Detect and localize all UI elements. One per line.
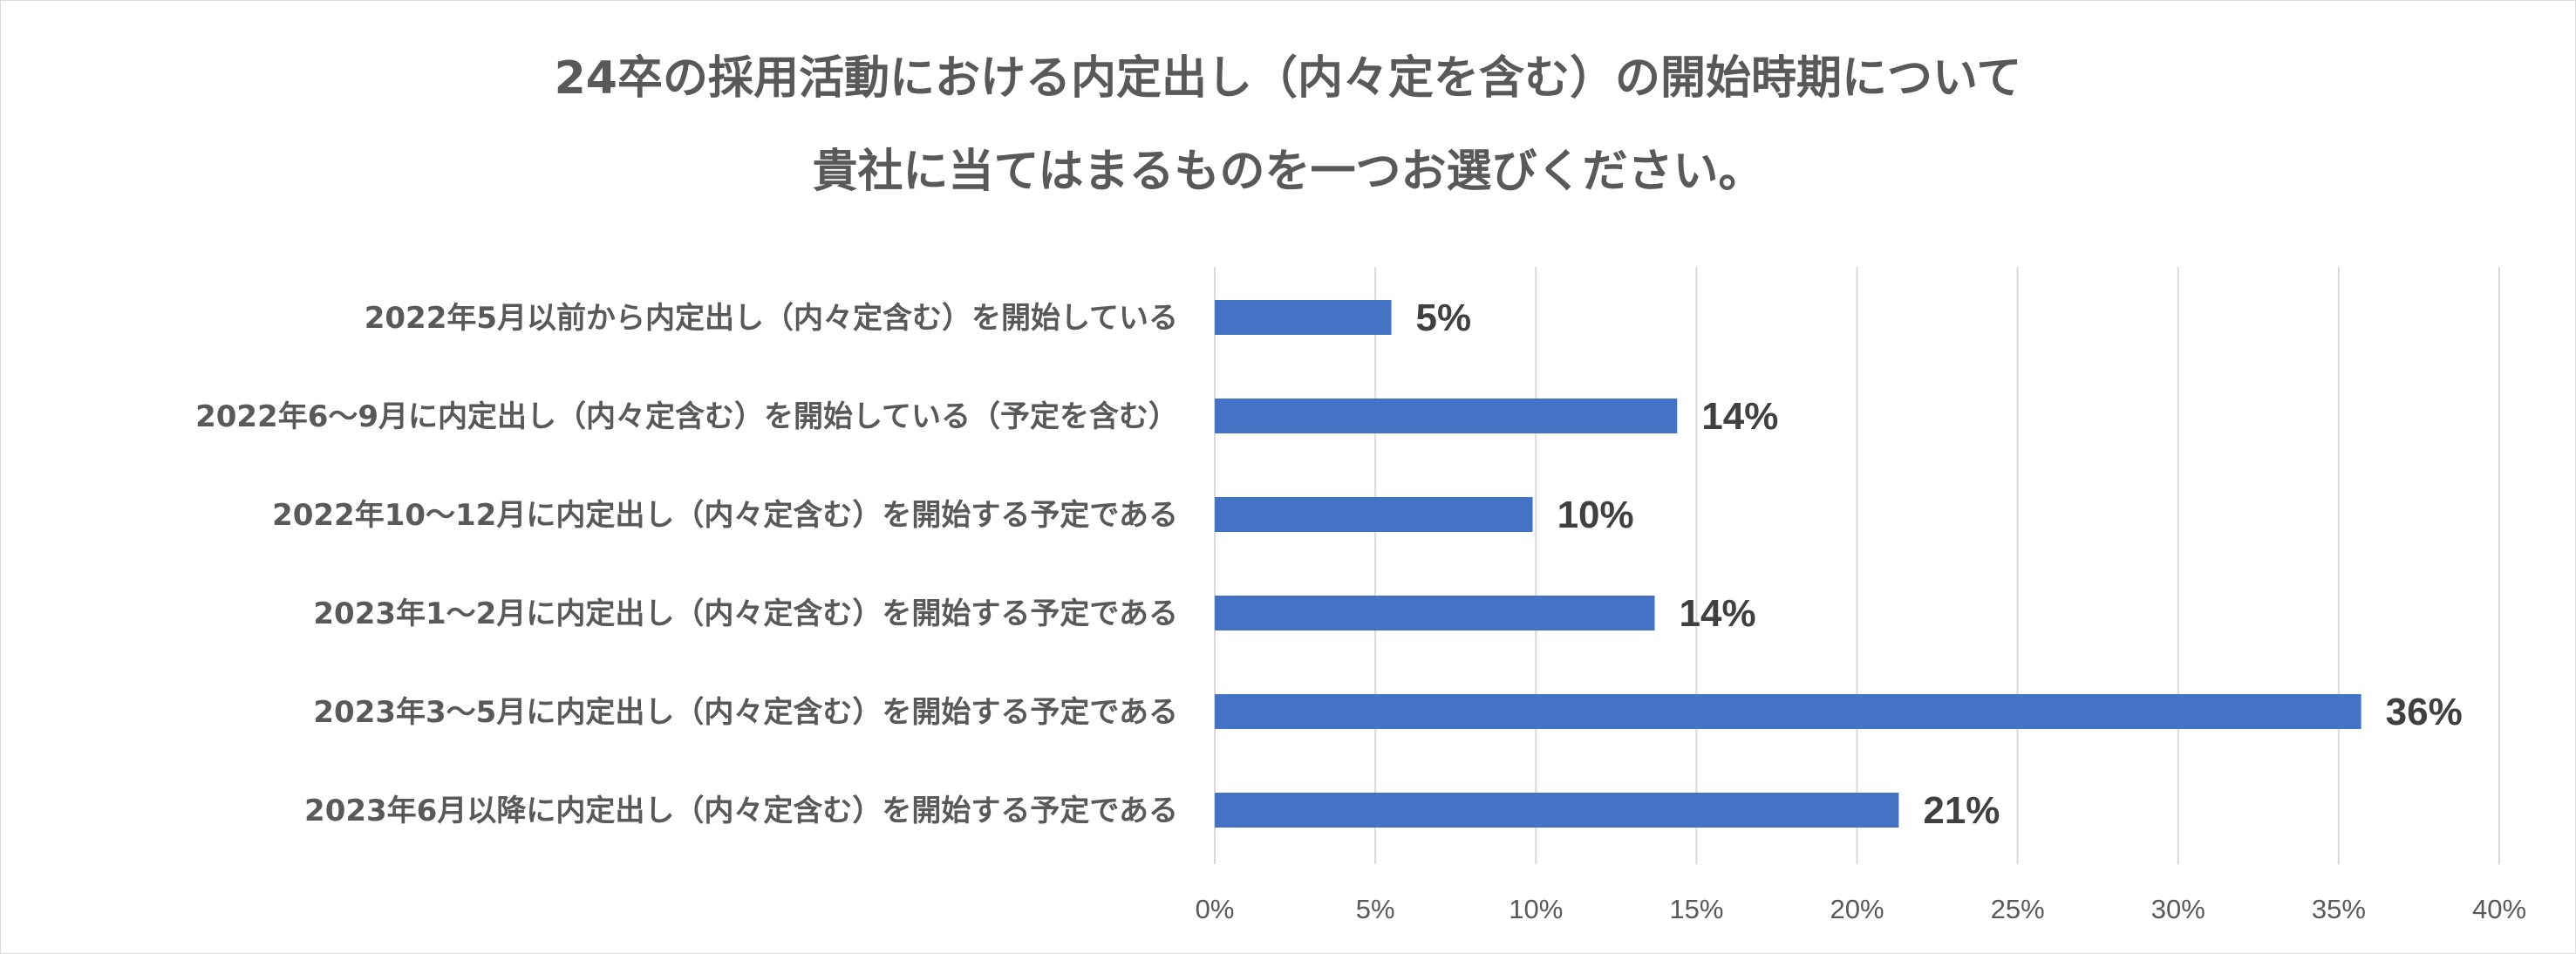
category-label: 2023年1～2月に内定出し（内々定含む）を開始する予定である (313, 596, 1178, 631)
category-label: 2022年5月以前から内定出し（内々定含む）を開始している (365, 301, 1178, 336)
bar (1215, 596, 1655, 630)
bar-value-label: 5% (1416, 296, 1472, 339)
bar-value-label: 10% (1557, 494, 1634, 536)
bar-value-label: 14% (1701, 395, 1778, 438)
bar-value-label: 36% (2386, 691, 2463, 733)
chart-title-line-1: 24卒の採用活動における内定出し（内々定を含む）の開始時期について (555, 52, 2022, 105)
x-tick-label: 0% (1196, 894, 1235, 924)
bar (1215, 399, 1678, 433)
category-label: 2022年6～9月に内定出し（内々定含む）を開始している（予定を含む） (195, 399, 1178, 434)
bar (1215, 300, 1392, 335)
x-tick-label: 15% (1669, 894, 1723, 924)
bar (1215, 497, 1533, 532)
category-label: 2023年6月以降に内定出し（内々定含む）を開始する予定である (304, 794, 1178, 828)
bar (1215, 793, 1899, 828)
gridlines (1214, 267, 2500, 864)
bar (1215, 694, 2361, 729)
category-labels: 2022年5月以前から内定出し（内々定含む）を開始している 2022年6～9月に内… (195, 301, 1178, 828)
x-tick-label: 5% (1356, 894, 1395, 924)
bars (1215, 300, 2361, 828)
data-labels: 5% 14% 10% 14% 36% 21% (1416, 296, 2463, 832)
x-tick-label: 25% (1991, 894, 2045, 924)
category-label: 2023年3～5月に内定出し（内々定含む）を開始する予定である (313, 695, 1178, 730)
bar-value-label: 14% (1680, 592, 1756, 635)
x-tick-label: 30% (2151, 894, 2205, 924)
x-tick-label: 20% (1830, 894, 1884, 924)
chart-title-line-2: 貴社に当てはまるものを一つお選びください。 (813, 146, 1764, 198)
x-tick-label: 35% (2312, 894, 2366, 924)
x-axis-tick-labels: 0% 5% 10% 15% 20% 25% 30% 35% 40% (1196, 894, 2526, 924)
x-tick-label: 40% (2472, 894, 2526, 924)
bar-value-label: 21% (1923, 789, 2000, 832)
category-label: 2022年10～12月に内定出し（内々定含む）を開始する予定である (272, 498, 1178, 533)
x-tick-label: 10% (1509, 894, 1563, 924)
